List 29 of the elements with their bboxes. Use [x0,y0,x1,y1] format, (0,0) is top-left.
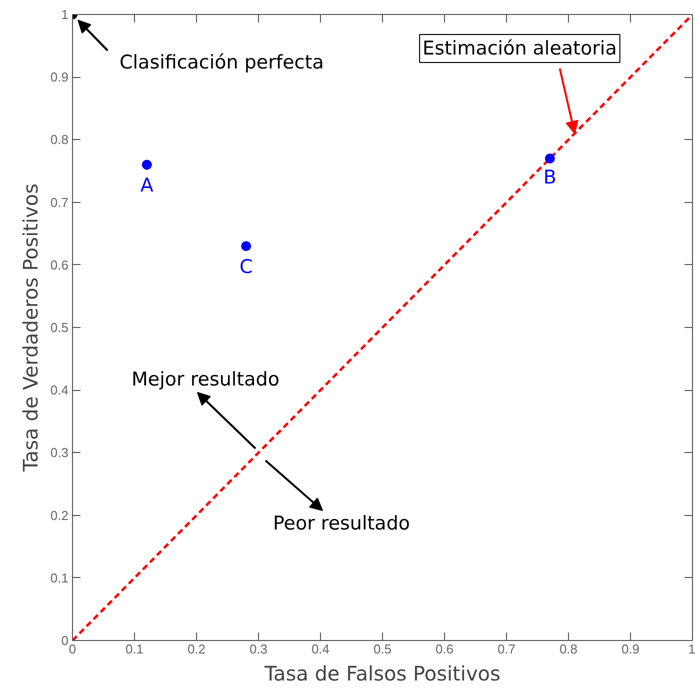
x-tick-label: 0.7 [497,642,516,656]
x-tick-label: 0.5 [373,642,392,656]
y-tick-label: 0.3 [50,445,69,460]
annotation: C [239,256,253,278]
y-tick-label: 0.4 [50,382,69,398]
y-tick-label: 0.9 [50,70,69,85]
x-tick-label: 0.8 [559,642,578,656]
y-tick-label: 0.2 [50,508,69,523]
y-tick-label: 0.8 [50,132,69,148]
y-tick-label: 0.5 [50,320,69,335]
y-tick-label: 0.1 [50,570,69,586]
y-tick-label: 1 [61,7,69,22]
annotation: Mejor resultado [132,368,280,390]
x-axis-title: Tasa de Falsos Positivos [264,662,500,686]
x-tick-label: 0.6 [435,642,454,656]
annotation: Clasificación perfecta [120,52,324,74]
x-tick-label: 0.9 [621,642,640,656]
annotation: Estimación aleatoria [422,37,617,60]
y-tick-label: 0.7 [50,194,69,210]
x-tick-label: 1 [688,642,695,656]
y-axis-title: Tasa de Verdaderos Positivos [18,183,42,473]
x-tick-label: 0.1 [125,642,144,656]
x-tick-label: 0.3 [249,642,268,656]
y-tick-label: 0.6 [50,257,69,272]
x-tick-label: 0.4 [311,642,330,656]
x-tick-label: 0.2 [187,642,206,656]
annotation: A [140,174,154,197]
annotation: B [543,166,556,188]
annotation: Peor resultado [272,512,410,534]
